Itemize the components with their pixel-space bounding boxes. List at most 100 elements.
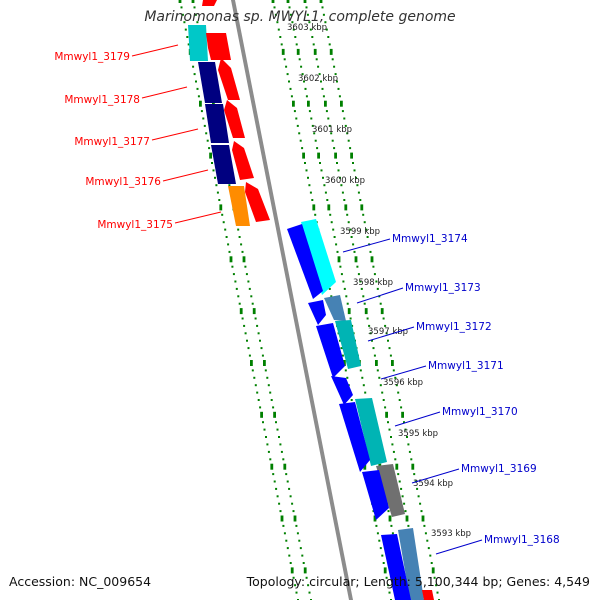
track-dot — [349, 228, 352, 231]
gene-label: Mmwyl1_3171 — [428, 360, 504, 372]
tick-label: 3595 kbp — [398, 429, 438, 439]
track-dot — [423, 524, 426, 527]
track-dot — [313, 132, 316, 135]
track-dot — [338, 95, 341, 98]
track-dot — [322, 176, 324, 179]
gene-block — [316, 323, 345, 378]
backbone — [231, 0, 353, 600]
track-dot — [271, 0, 275, 3]
track-dot — [370, 256, 374, 263]
track-dot — [345, 295, 348, 298]
track-dot — [292, 576, 295, 579]
track-dot — [401, 411, 404, 418]
track-dot — [288, 6, 291, 9]
track-dot — [319, 162, 321, 164]
track-dot — [312, 43, 315, 46]
track-dot — [317, 65, 320, 68]
track-dot — [196, 87, 199, 90]
track-dot — [436, 591, 439, 594]
track-dot — [247, 347, 250, 350]
track-dot — [388, 515, 392, 522]
tick-label: 3598 kbp — [353, 278, 393, 288]
track-dot — [327, 204, 331, 211]
track-dot — [363, 221, 366, 224]
track-dot — [336, 162, 338, 164]
track-dot — [344, 204, 348, 211]
track-dot — [293, 110, 296, 113]
track-dot — [259, 339, 261, 342]
topology-text: Topology: circular; Length: 5,100,344 bp… — [246, 574, 590, 589]
track-dot — [262, 421, 264, 424]
track-dot — [408, 450, 411, 453]
track-dot — [241, 317, 244, 320]
track-dot — [330, 295, 333, 298]
track-dot — [321, 87, 324, 90]
track-dot — [305, 169, 308, 172]
track-dot — [431, 567, 435, 574]
track-dot — [276, 495, 279, 498]
track-dot — [420, 510, 423, 513]
track-dot — [209, 152, 212, 159]
track-dot — [282, 458, 285, 461]
track-dot — [240, 243, 243, 246]
track-dot — [366, 236, 369, 238]
track-dot — [325, 110, 328, 113]
track-dot — [266, 443, 269, 446]
left-gene-labels: Mmwyl1_3179 Mmwyl1_3178 Mmwyl1_3177 Mmwy… — [54, 44, 222, 231]
track-dot — [302, 152, 305, 159]
track-dot — [196, 21, 199, 24]
track-dot — [245, 273, 248, 276]
track-dot — [357, 191, 360, 194]
track-dot — [308, 184, 311, 187]
track-dot — [273, 411, 276, 418]
track-dot — [371, 339, 373, 342]
track-dot — [283, 532, 286, 535]
track-dot — [312, 204, 316, 211]
track-dot — [289, 562, 292, 564]
track-dot — [337, 87, 340, 90]
track-dot — [378, 539, 381, 542]
track-dot — [310, 117, 313, 120]
gene-label: Mmwyl1_3172 — [416, 321, 492, 333]
track-dot — [298, 58, 301, 61]
track-dot — [376, 369, 379, 372]
track-dot — [376, 532, 379, 535]
track-dot — [286, 73, 289, 76]
track-dot — [181, 13, 184, 16]
track-dot — [372, 265, 375, 268]
track-dot — [260, 411, 263, 418]
track-dot — [256, 391, 259, 394]
track-dot — [339, 339, 341, 342]
track-dot — [326, 199, 329, 201]
track-dot — [379, 384, 382, 387]
tick-label: 3597 kbp — [368, 327, 408, 337]
track-dot — [237, 228, 240, 231]
track-dot — [333, 147, 336, 150]
track-dot — [224, 228, 227, 231]
track-dot — [324, 21, 327, 24]
track-dot — [361, 376, 364, 379]
gene-label: Mmwyl1_3173 — [405, 282, 481, 294]
track-dot — [246, 339, 248, 342]
track-dot — [400, 487, 403, 490]
gene-block — [301, 219, 336, 295]
track-dot — [251, 302, 254, 305]
track-dot — [191, 0, 195, 3]
track-dot — [346, 376, 349, 379]
track-dot — [380, 308, 384, 315]
track-dot — [303, 80, 305, 83]
track-dot — [278, 502, 281, 505]
gene-block — [376, 464, 405, 517]
track-dot — [336, 80, 338, 83]
track-dot — [375, 280, 378, 283]
track-dot — [251, 369, 254, 372]
track-dot — [343, 360, 346, 366]
track-dot — [356, 265, 359, 268]
tick-label: 3602 kbp — [298, 74, 338, 84]
track-dot — [315, 58, 318, 61]
track-dot — [346, 302, 349, 305]
track-dot — [373, 273, 376, 276]
track-dot — [392, 369, 395, 372]
gene-label: Mmwyl1_3179 — [54, 51, 130, 63]
track-dot — [395, 384, 398, 387]
